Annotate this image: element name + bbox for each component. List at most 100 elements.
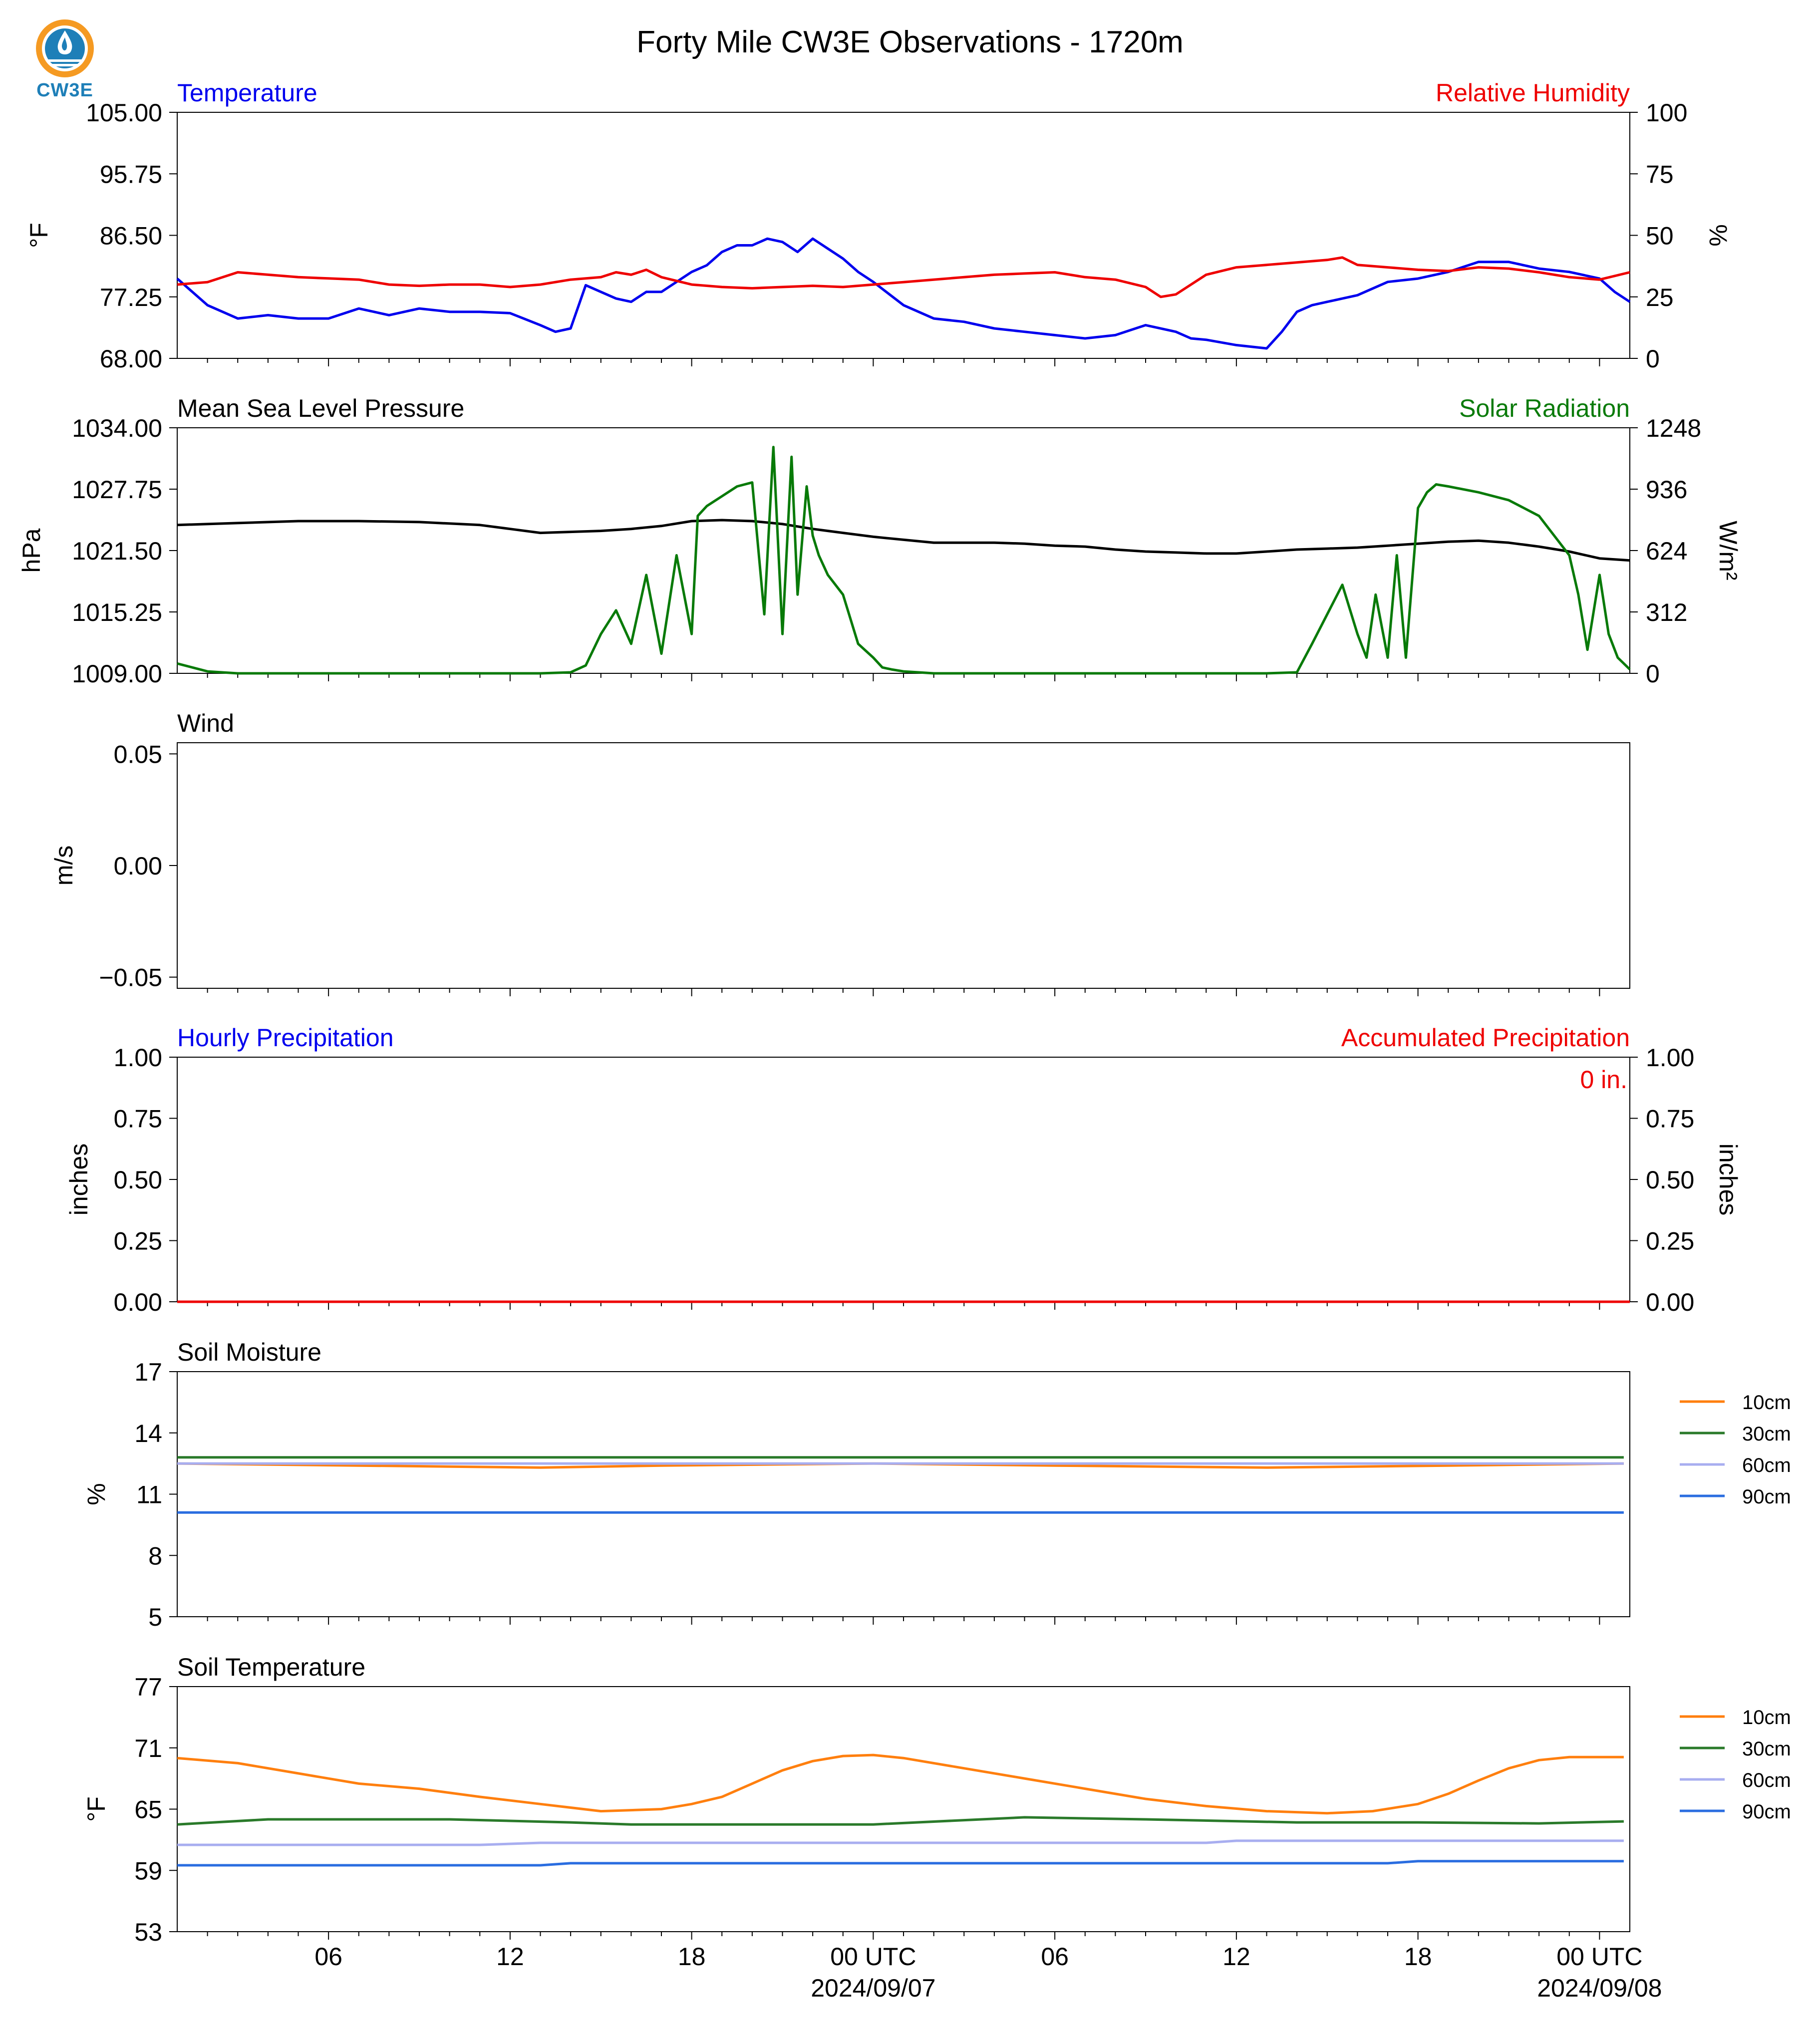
x-tick-label: 12 xyxy=(496,1943,524,1971)
temp-rh-ytick-right-label: 0 xyxy=(1646,345,1660,373)
soil-temp-series-60cm xyxy=(177,1839,1624,1846)
pressure-solar-ytick-right-label: 0 xyxy=(1646,660,1660,688)
cw3e-logo-icon xyxy=(36,19,94,77)
precip-ytick-label: 0.00 xyxy=(114,1288,162,1316)
precip-ytick-right-label: 0.75 xyxy=(1646,1105,1694,1133)
pressure-solar-ytick-label: 1027.75 xyxy=(72,476,162,504)
temp-rh-ytick-label: 77.25 xyxy=(100,284,162,311)
soil-moisture-ytick-label: 5 xyxy=(148,1603,162,1631)
soil-temp-series-90cm xyxy=(177,1860,1624,1867)
precip-ytick-right-label: 0.00 xyxy=(1646,1288,1694,1316)
wind-title: Wind xyxy=(177,709,234,737)
precip-ytick-label: 0.50 xyxy=(114,1166,162,1194)
precip-ytick-right-label: 0.50 xyxy=(1646,1166,1694,1194)
temp-rh-ytick-right-label: 25 xyxy=(1646,284,1674,311)
soil-moisture-frame xyxy=(177,1371,1630,1617)
pressure-solar-ytick-right-label: 936 xyxy=(1646,476,1687,504)
temp-rh-ytick-label: 68.00 xyxy=(100,345,162,373)
cw3e-logo: CW3E xyxy=(30,17,100,102)
temp-rh-series-relative-humidity xyxy=(177,256,1630,298)
x-date-label: 2024/09/07 xyxy=(811,1974,935,2002)
soil-temp-legend-label: 30cm xyxy=(1742,1738,1791,1760)
temp-rh-right-title: Relative Humidity xyxy=(1436,79,1630,107)
wind-frame xyxy=(177,742,1630,989)
soil-moisture-ytick-label: 8 xyxy=(148,1542,162,1570)
soil-temp-legend-label: 10cm xyxy=(1742,1707,1791,1729)
temp-rh-ylabel: °F xyxy=(25,223,53,248)
soil-moisture-legend-label: 10cm xyxy=(1742,1392,1791,1414)
soil-temp-ytick-label: 59 xyxy=(134,1857,162,1885)
soil-temp-title: Soil Temperature xyxy=(177,1653,365,1681)
pressure-solar-ytick-right-label: 312 xyxy=(1646,598,1687,626)
precip-frame xyxy=(177,1057,1630,1302)
wind-ytick-label: 0.05 xyxy=(114,740,162,768)
soil-temp-ytick-label: 53 xyxy=(134,1918,162,1946)
wind-ytick-label: −0.05 xyxy=(99,964,162,992)
pressure-solar-ytick-right-label: 1248 xyxy=(1646,414,1701,442)
soil-temp-series-10cm xyxy=(177,1753,1624,1815)
precip-ytick-label: 0.25 xyxy=(114,1227,162,1255)
precip-ytick-label: 0.75 xyxy=(114,1105,162,1133)
x-tick-label: 00 UTC xyxy=(830,1943,916,1971)
x-tick-label: 06 xyxy=(1041,1943,1069,1971)
pressure-solar-right-title: Solar Radiation xyxy=(1459,394,1630,422)
soil-moisture-ytick-label: 11 xyxy=(136,1481,162,1509)
x-date-label: 2024/09/08 xyxy=(1537,1974,1662,2002)
pressure-solar-ytick-label: 1034.00 xyxy=(72,414,162,442)
x-tick-label: 12 xyxy=(1222,1943,1250,1971)
soil-moisture-title: Soil Moisture xyxy=(177,1338,321,1366)
x-tick-label: 18 xyxy=(678,1943,706,1971)
pressure-solar-ytick-right-label: 624 xyxy=(1646,537,1687,565)
precip-ylabel-right: inches xyxy=(1714,1144,1742,1216)
soil-temp-series-30cm xyxy=(177,1816,1624,1826)
precip-ytick-right-label: 0.25 xyxy=(1646,1227,1694,1255)
temp-rh-ytick-label: 86.50 xyxy=(100,222,162,250)
soil-moisture-legend-label: 30cm xyxy=(1742,1423,1791,1445)
pressure-solar-series-solar-radiation xyxy=(177,446,1631,675)
precip-right-title: Accumulated Precipitation xyxy=(1341,1024,1630,1052)
wind-ylabel: m/s xyxy=(50,846,78,886)
soil-temp-ytick-label: 77 xyxy=(134,1673,162,1701)
temp-rh-ylabel-right: % xyxy=(1704,224,1732,246)
x-tick-label: 18 xyxy=(1404,1943,1432,1971)
temp-rh-title: Temperature xyxy=(177,79,317,107)
soil-temp-legend-label: 90cm xyxy=(1742,1801,1791,1823)
pressure-solar-ylabel-right: W/m² xyxy=(1714,521,1742,580)
soil-temp-ylabel: °F xyxy=(82,1796,110,1822)
soil-moisture-ytick-label: 17 xyxy=(134,1358,162,1386)
pressure-solar-title: Mean Sea Level Pressure xyxy=(177,394,464,422)
x-tick-label: 06 xyxy=(314,1943,342,1971)
soil-moisture-ylabel: % xyxy=(82,1483,110,1505)
temp-rh-ytick-right-label: 50 xyxy=(1646,222,1674,250)
pressure-solar-ytick-label: 1015.25 xyxy=(72,598,162,626)
precip-ylabel: inches xyxy=(65,1144,93,1216)
temp-rh-ytick-right-label: 100 xyxy=(1646,99,1687,127)
pressure-solar-ytick-label: 1009.00 xyxy=(72,660,162,688)
temp-rh-ytick-right-label: 75 xyxy=(1646,160,1674,188)
cw3e-logo-text: CW3E xyxy=(36,80,93,101)
pressure-solar-ytick-label: 1021.50 xyxy=(72,537,162,565)
soil-temp-legend-label: 60cm xyxy=(1742,1769,1791,1791)
temp-rh-frame xyxy=(177,112,1630,359)
soil-moisture-legend-label: 90cm xyxy=(1742,1486,1791,1508)
temp-rh-ytick-label: 105.00 xyxy=(86,99,162,127)
soil-temp-ytick-label: 71 xyxy=(134,1735,162,1762)
wind-ytick-label: 0.00 xyxy=(114,852,162,880)
soil-moisture-legend-label: 60cm xyxy=(1742,1454,1791,1476)
x-tick-label: 00 UTC xyxy=(1556,1943,1642,1971)
temp-rh-ytick-label: 95.75 xyxy=(100,160,162,188)
soil-moisture-ytick-label: 14 xyxy=(134,1420,162,1448)
chart-title: Forty Mile CW3E Observations - 1720m xyxy=(636,25,1184,59)
precip-ytick-right-label: 1.00 xyxy=(1646,1044,1694,1072)
precip-ytick-label: 1.00 xyxy=(114,1044,162,1072)
pressure-solar-ylabel: hPa xyxy=(17,528,45,573)
temp-rh-series-temperature xyxy=(176,237,1631,350)
soil-temp-ytick-label: 65 xyxy=(134,1796,162,1824)
pressure-solar-series-mean-sea-level-pressure xyxy=(177,519,1630,562)
precip-annotation: 0 in. xyxy=(1580,1066,1627,1094)
precip-title: Hourly Precipitation xyxy=(177,1024,394,1052)
soil-temp-frame xyxy=(177,1686,1630,1932)
pressure-solar-frame xyxy=(177,427,1630,674)
